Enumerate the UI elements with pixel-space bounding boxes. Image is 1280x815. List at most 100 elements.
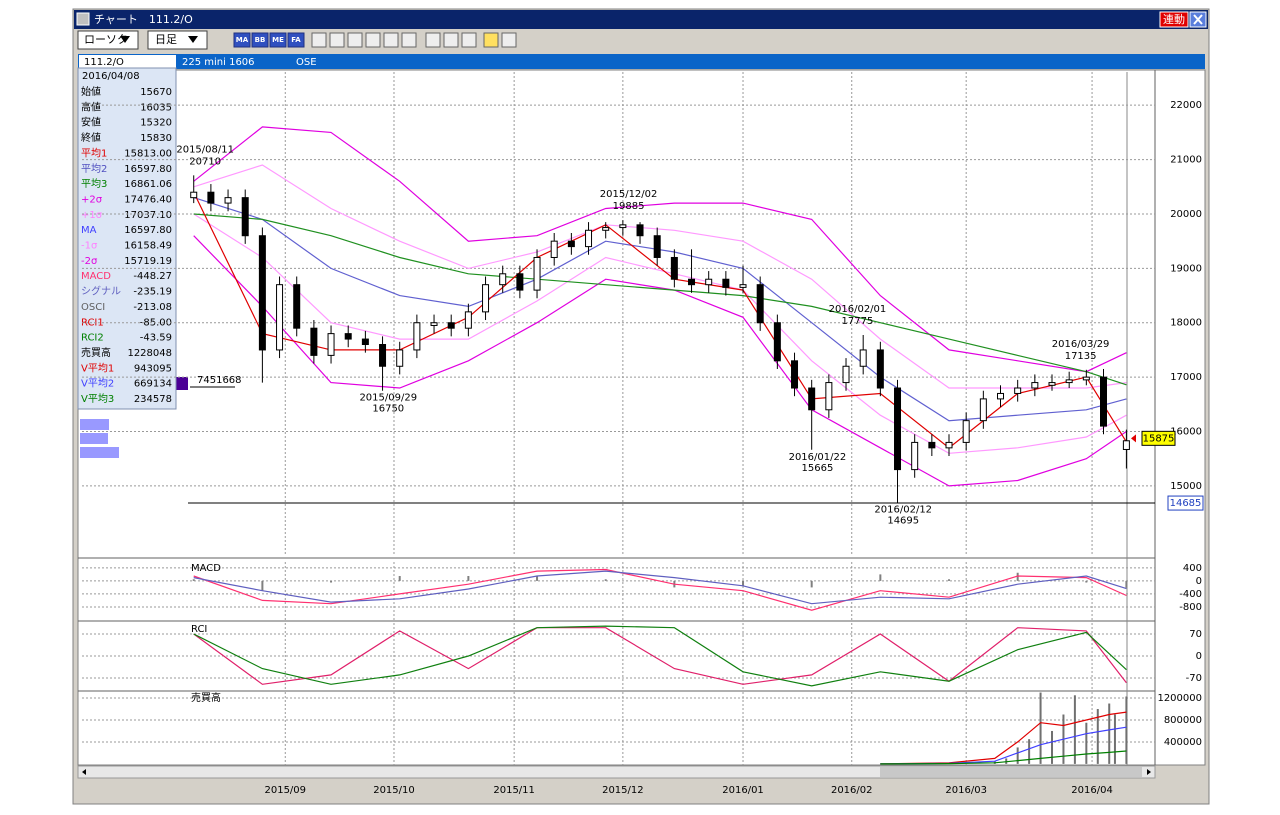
info-value: 16035	[140, 102, 172, 113]
toolbar-icon[interactable]	[233, 32, 251, 48]
toolbar-icon-label[interactable]: MA	[236, 36, 249, 44]
link-button[interactable]	[1159, 11, 1189, 28]
last-price-label: 15875	[1143, 433, 1175, 444]
annotation-date: 2016/03/29	[1052, 339, 1110, 350]
candle-body	[979, 398, 987, 422]
annotation-value: 16750	[372, 404, 404, 415]
dropdown-arrow[interactable]	[188, 36, 198, 43]
bar	[742, 580, 745, 586]
tool-button[interactable]	[383, 32, 399, 48]
info-label: 平均2	[81, 162, 107, 175]
candle-body	[310, 327, 318, 356]
y-tick-label: 18000	[1170, 318, 1202, 329]
style-dropdown-label[interactable]: ローソク	[84, 33, 128, 46]
candle-body	[464, 311, 472, 329]
link-button-label[interactable]: 連動	[1163, 12, 1185, 26]
toolbar-icon-label[interactable]: BB	[255, 36, 266, 44]
toolbar-icon[interactable]	[269, 32, 287, 48]
close-icon[interactable]	[1193, 14, 1203, 25]
candle-body	[945, 441, 953, 449]
info-label: -2σ	[81, 256, 98, 267]
info-value: 669134	[134, 379, 172, 390]
info-value: 234578	[134, 394, 172, 405]
symbol-box	[79, 55, 176, 68]
candle-body	[482, 284, 490, 313]
y-tick-label: 22000	[1170, 100, 1202, 111]
toolbar-icon-label[interactable]: FA	[291, 36, 301, 44]
tool-button[interactable]	[483, 32, 499, 48]
candle-body	[1100, 376, 1108, 427]
tool-button[interactable]	[311, 32, 327, 48]
y-tick-label: 15000	[1170, 481, 1202, 492]
profile-label: 7451668	[197, 375, 242, 386]
app-icon	[76, 12, 90, 26]
tool-button[interactable]	[329, 32, 345, 48]
toolbar-icon[interactable]	[287, 32, 305, 48]
candle-body	[688, 278, 696, 286]
info-label: 安値	[81, 116, 101, 129]
info-label: 平均3	[81, 177, 107, 190]
candle-body	[258, 235, 266, 351]
period-dropdown-label[interactable]: 日足	[155, 33, 177, 46]
toolbar-tools	[311, 32, 517, 48]
candle-body	[1048, 382, 1056, 386]
bar	[1113, 714, 1116, 764]
tool-button[interactable]	[365, 32, 381, 48]
info-label: MA	[81, 225, 97, 236]
info-value: -43.59	[140, 333, 172, 344]
annotation-value: 20710	[189, 156, 221, 167]
y-tick-label: 0	[1196, 651, 1202, 662]
contract: 225 mini 1606	[182, 57, 255, 68]
tool-button[interactable]	[401, 32, 417, 48]
candle-body	[379, 344, 387, 367]
info-label: 売買高	[81, 346, 111, 359]
scrollbar-thumb[interactable]	[880, 767, 1142, 777]
candle-body	[808, 387, 816, 411]
bar	[1028, 739, 1031, 764]
bar	[398, 576, 401, 581]
bar	[1085, 580, 1088, 583]
info-value: 15670	[140, 87, 172, 98]
tool-button[interactable]	[347, 32, 363, 48]
last-price-tag	[1141, 430, 1176, 446]
tool-button[interactable]	[443, 32, 459, 48]
candle-body	[756, 284, 764, 324]
candle-body	[962, 420, 970, 443]
period-dropdown[interactable]	[147, 30, 208, 50]
bar	[536, 576, 539, 581]
header-bar	[78, 54, 1205, 69]
candle-body	[585, 229, 593, 248]
bar	[330, 580, 333, 583]
bar	[1085, 722, 1088, 764]
title-bar	[74, 10, 1208, 29]
info-label: V平均2	[81, 377, 114, 390]
info-label: +2σ	[81, 194, 103, 205]
candle-body	[241, 197, 249, 237]
toolbar-icon[interactable]	[251, 32, 269, 48]
candle-body	[567, 240, 575, 248]
tool-button[interactable]	[461, 32, 477, 48]
bar	[1016, 747, 1019, 764]
info-label: RCI1	[81, 317, 104, 328]
y-tick-label: 400	[1183, 563, 1202, 574]
bar	[1125, 696, 1128, 764]
tool-button[interactable]	[501, 32, 517, 48]
candle-body	[876, 349, 884, 389]
symbol: 111.2/O	[84, 57, 124, 68]
annotation-date: 2015/09/29	[359, 393, 417, 404]
info-value: 15719.19	[124, 256, 172, 267]
bar	[1039, 692, 1042, 764]
info-panel	[77, 67, 177, 410]
tool-button[interactable]	[425, 32, 441, 48]
candle-body	[499, 273, 507, 286]
indicator-line	[880, 750, 1127, 765]
info-label: RCI2	[81, 333, 104, 344]
y-tick-label: 21000	[1170, 155, 1202, 166]
style-dropdown[interactable]	[77, 30, 139, 50]
candle-body	[997, 392, 1005, 400]
annotation-date: 2015/08/11	[176, 144, 234, 155]
toolbar-icon-label[interactable]: ME	[272, 36, 284, 44]
bar	[1016, 572, 1019, 581]
dropdown-arrow[interactable]	[120, 36, 130, 43]
info-value: 16597.80	[124, 225, 172, 236]
